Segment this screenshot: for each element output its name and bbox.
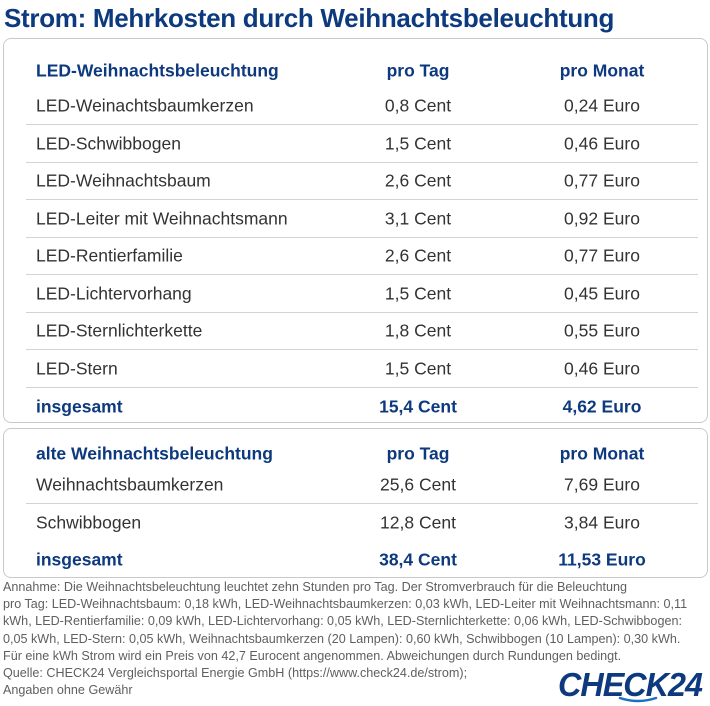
header-per-day: pro Tag — [386, 60, 450, 80]
row-per-day: 25,6 Cent — [380, 474, 456, 495]
row-per-month: 7,69 Euro — [564, 474, 640, 495]
table-row: LED-Leiter mit Weihnachtsmann 3,1 Cent 0… — [26, 201, 698, 238]
row-per-month: 0,92 Euro — [564, 208, 640, 228]
table-row: LED-Schwibbogen 1,5 Cent 0,46 Euro — [26, 126, 698, 163]
row-per-day: 1,5 Cent — [384, 358, 452, 378]
check24-logo-graphic: CHECK24 — [558, 666, 704, 703]
row-name: LED-Lichtervorhang — [36, 283, 192, 303]
old-lighting-table: alte Weihnachtsbeleuchtung pro Tag pro M… — [3, 428, 708, 578]
row-name: LED-Stern — [36, 358, 118, 378]
total-per-month: 11,53 Euro — [558, 549, 646, 569]
row-name: Schwibbogen — [36, 512, 142, 533]
header-per-month: pro Monat — [559, 443, 645, 463]
footnote-line: pro Tag: LED-Weihnachtsbaum: 0,18 kWh, L… — [3, 597, 688, 612]
total-label: insgesamt — [36, 549, 123, 569]
row-per-month: 0,55 Euro — [564, 320, 640, 341]
row-per-month: 0,46 Euro — [564, 133, 640, 153]
row-per-day: 1,5 Cent — [384, 283, 452, 303]
row-name: LED-Rentierfamilie — [36, 245, 183, 266]
row-name: LED-Leiter mit Weihnachtsmann — [36, 208, 288, 228]
table-row: Weihnachtsbaumkerzen 25,6 Cent 7,69 Euro — [26, 467, 698, 504]
row-per-month: 0,46 Euro — [564, 358, 640, 378]
row-per-day: 1,5 Cent — [384, 133, 452, 153]
row-per-month: 0,24 Euro — [564, 95, 640, 116]
led-lighting-table: LED-Weihnachtsbeleuchtung pro Tag pro Mo… — [3, 38, 708, 423]
row-name: LED-Schwibbogen — [36, 133, 181, 153]
header-name: alte Weihnachtsbeleuchtung — [36, 443, 273, 463]
row-name: LED-Weihnachtsbaum — [36, 170, 211, 191]
row-per-month: 0,77 Euro — [564, 245, 640, 266]
row-name: LED-Weinachtsbaumkerzen — [36, 95, 254, 116]
row-per-day: 3,1 Cent — [384, 208, 452, 228]
table-total-row: insgesamt 38,4 Cent 11,53 Euro — [26, 541, 698, 578]
row-per-day: 2,6 Cent — [384, 245, 452, 266]
row-per-day: 1,8 Cent — [384, 320, 452, 341]
footnote-line: kWh, LED-Rentierfamilie: 0,09 kWh, LED-L… — [3, 614, 682, 629]
table-header: LED-Weihnachtsbeleuchtung pro Tag pro Mo… — [26, 52, 698, 89]
footnote-line: Quelle: CHECK24 Vergleichsportal Energie… — [3, 666, 468, 681]
row-per-day: 2,6 Cent — [384, 170, 452, 191]
row-per-month: 3,84 Euro — [564, 512, 640, 533]
footnote-line: Für eine kWh Strom wird ein Preis von 42… — [3, 648, 622, 663]
check24-logo-text: CHECK24 — [558, 666, 703, 703]
table-row: LED-Rentierfamilie 2,6 Cent 0,77 Euro — [26, 238, 698, 275]
footnote-line: 0,05 kWh, LED-Stern: 0,05 kWh, Weihnacht… — [3, 631, 681, 646]
total-label: insgesamt — [36, 396, 123, 416]
row-per-day: 0,8 Cent — [384, 95, 452, 116]
table-row: LED-Weinachtsbaumkerzen 0,8 Cent 0,24 Eu… — [26, 88, 698, 125]
footnote: Annahme: Die Weihnachtsbeleuchtung leuch… — [3, 579, 708, 699]
header-name: LED-Weihnachtsbeleuchtung — [36, 60, 279, 80]
header-per-month: pro Monat — [559, 60, 645, 80]
total-per-day: 38,4 Cent — [379, 549, 457, 569]
table-row: LED-Weihnachtsbaum 2,6 Cent 0,77 Euro — [26, 163, 698, 200]
total-per-day: 15,4 Cent — [379, 396, 457, 416]
row-name: Weihnachtsbaumkerzen — [36, 474, 224, 495]
table-row: LED-Lichtervorhang 1,5 Cent 0,45 Euro — [26, 276, 698, 313]
row-per-month: 0,45 Euro — [564, 283, 640, 303]
table-total-row: insgesamt 15,4 Cent 4,62 Euro — [26, 388, 698, 425]
footnote-line: Angaben ohne Gewähr — [3, 683, 133, 698]
row-name: LED-Sternlichterkette — [36, 320, 203, 341]
footnote-line: Annahme: Die Weihnachtsbeleuchtung leuch… — [3, 580, 628, 594]
page-title: Strom: Mehrkosten durch Weihnachtsbeleuc… — [4, 3, 615, 33]
row-per-month: 0,77 Euro — [564, 170, 640, 191]
table-row: LED-Stern 1,5 Cent 0,46 Euro — [26, 351, 698, 388]
table-header: alte Weihnachtsbeleuchtung pro Tag pro M… — [26, 435, 698, 472]
table-row: Schwibbogen 12,8 Cent 3,84 Euro — [26, 505, 698, 542]
check24-logo: CHECK24 — [556, 664, 706, 704]
header-per-day: pro Tag — [386, 443, 450, 463]
row-per-day: 12,8 Cent — [380, 512, 456, 533]
logo-swoosh-icon — [618, 696, 658, 703]
total-per-month: 4,62 Euro — [562, 396, 642, 416]
table-row: LED-Sternlichterkette 1,8 Cent 0,55 Euro — [26, 313, 698, 350]
